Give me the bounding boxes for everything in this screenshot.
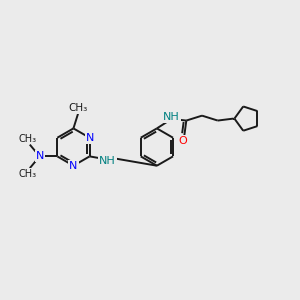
Text: O: O <box>178 136 187 146</box>
Text: CH₃: CH₃ <box>69 103 88 113</box>
Text: CH₃: CH₃ <box>19 134 37 144</box>
Text: N: N <box>85 133 94 143</box>
Text: NH: NH <box>99 156 116 166</box>
Text: N: N <box>69 161 78 171</box>
Text: NH: NH <box>163 112 180 122</box>
Text: N: N <box>35 152 44 161</box>
Text: CH₃: CH₃ <box>19 169 37 179</box>
